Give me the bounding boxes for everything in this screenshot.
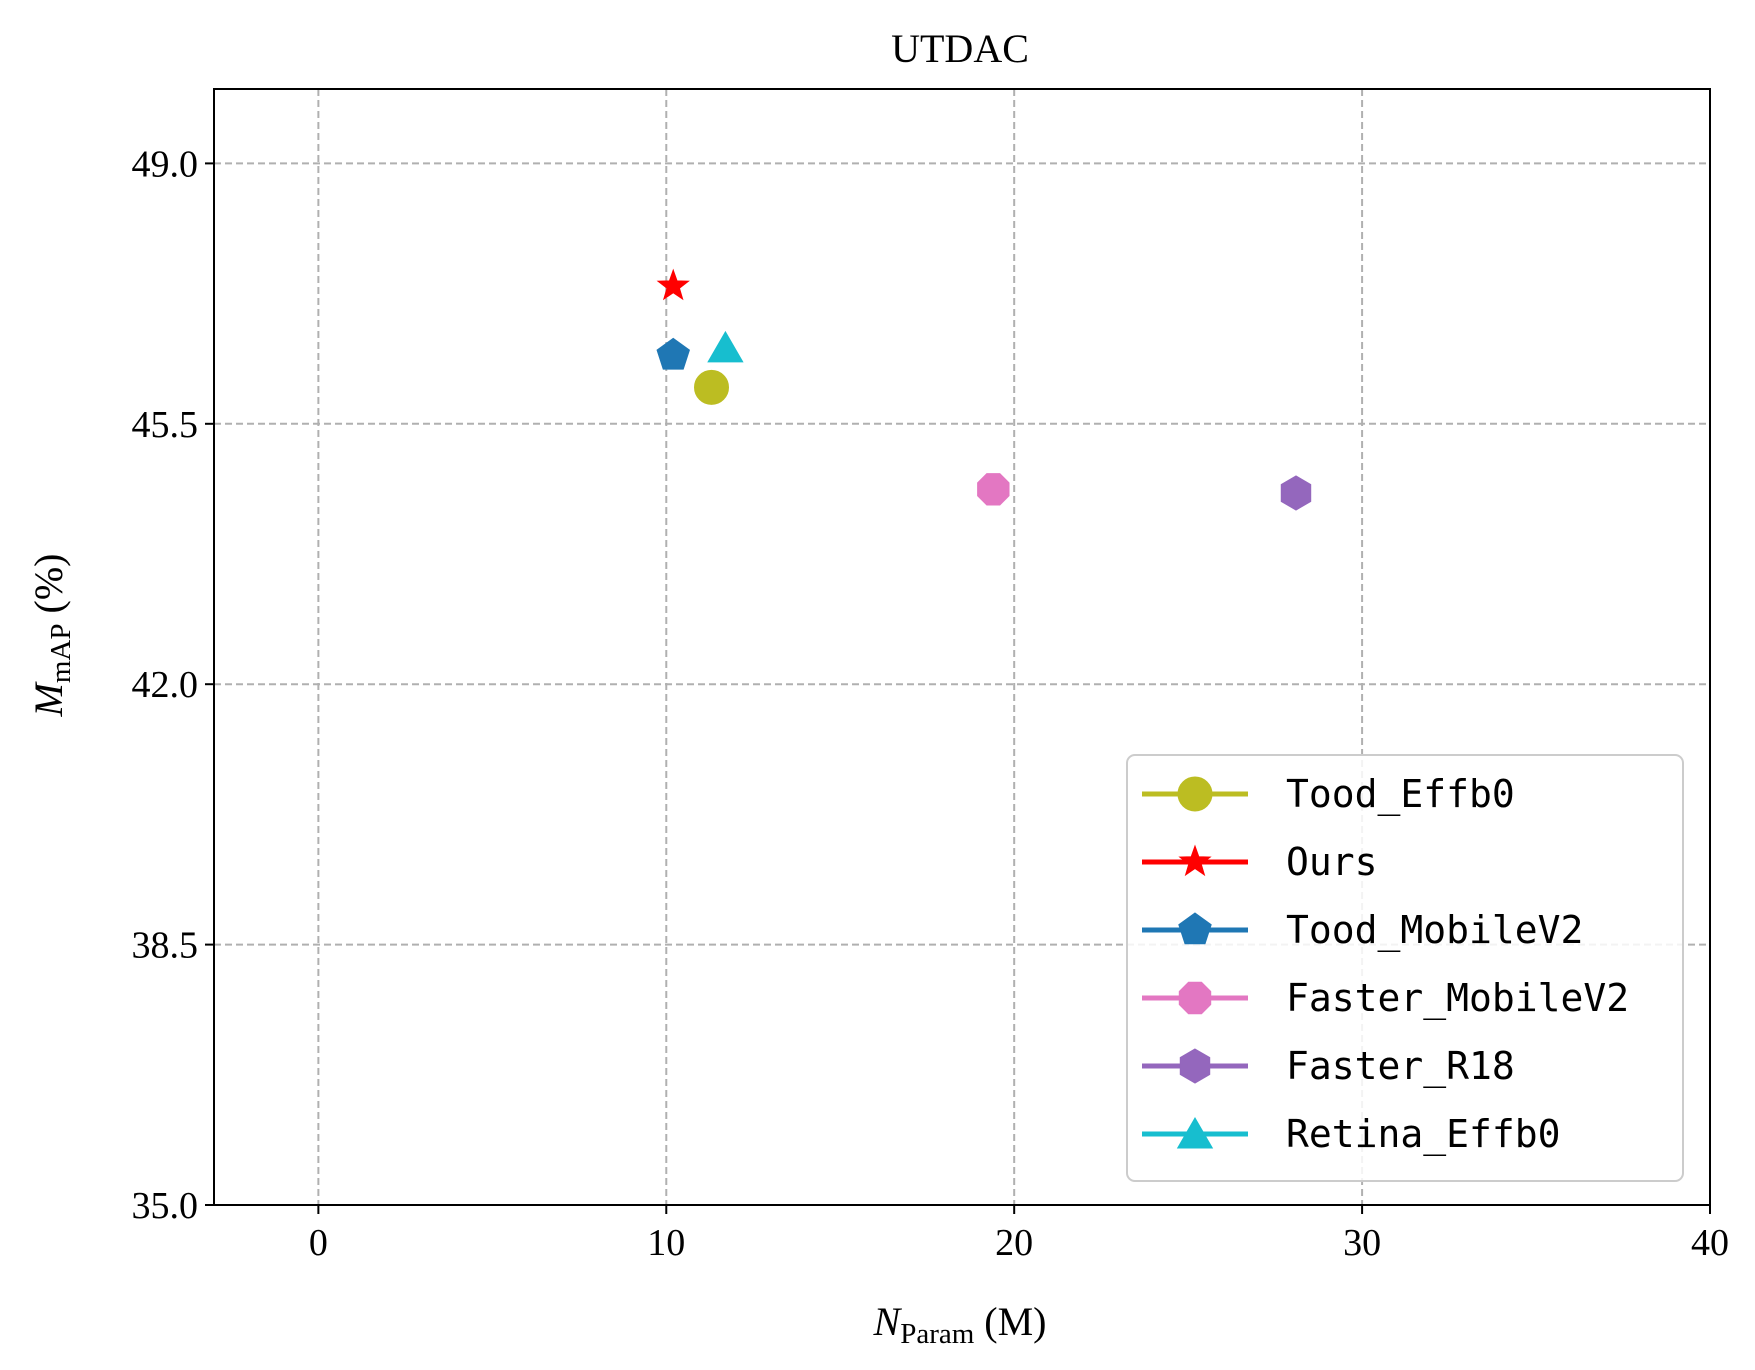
point-faster-r18 bbox=[1280, 475, 1312, 511]
point-retina-effb0 bbox=[707, 330, 744, 363]
x-axis-label-subscript: Param bbox=[900, 1318, 975, 1350]
legend-box bbox=[1126, 754, 1684, 1182]
x-axis-ticks: 0 10 20 30 40 bbox=[309, 1205, 1729, 1264]
legend-item-tood-effb0: Tood_Effb0 bbox=[1142, 772, 1515, 817]
y-axis-label-subscript: mAP bbox=[45, 624, 77, 684]
point-ours bbox=[656, 268, 690, 301]
legend: Tood_Effb0 Ours Tood_MobileV2 Faster_Mobile… bbox=[1126, 754, 1684, 1182]
legend-item-ours: Ours bbox=[1142, 840, 1378, 884]
point-faster-mobilev2 bbox=[977, 473, 1010, 506]
legend-label-ours: Ours bbox=[1286, 840, 1378, 884]
legend-label-retina-effb0: Retina_Effb0 bbox=[1286, 1112, 1561, 1157]
legend-items: Tood_Effb0 Ours Tood_MobileV2 Faster_Mobile… bbox=[1142, 772, 1629, 1157]
x-tick-label: 0 bbox=[309, 1222, 328, 1264]
y-axis-label: MmAP (%) bbox=[26, 554, 77, 718]
legend-marker-retina-effb0 bbox=[1176, 1116, 1214, 1149]
plot-area-frame bbox=[213, 88, 1711, 1206]
legend-item-faster-r18: Faster_R18 bbox=[1142, 1044, 1515, 1089]
y-tick-label: 49.0 bbox=[132, 143, 199, 185]
legend-label-tood-effb0: Tood_Effb0 bbox=[1286, 772, 1515, 817]
legend-item-faster-mobilev2: Faster_MobileV2 bbox=[1142, 976, 1629, 1021]
y-axis-label-main: M bbox=[26, 680, 71, 717]
y-tick-label: 35.0 bbox=[132, 1185, 199, 1227]
legend-item-retina-effb0: Retina_Effb0 bbox=[1142, 1112, 1561, 1157]
legend-marker-faster-r18 bbox=[1179, 1048, 1211, 1084]
legend-marker-tood-mobilev2 bbox=[1178, 912, 1212, 945]
x-axis-label-main: N bbox=[873, 1299, 903, 1344]
legend-label-faster-r18: Faster_R18 bbox=[1286, 1044, 1515, 1089]
y-tick-label: 38.5 bbox=[132, 925, 199, 967]
y-axis-ticks: 35.0 38.5 42.0 45.5 49.0 bbox=[132, 143, 214, 1227]
x-tick-label: 30 bbox=[1343, 1222, 1381, 1264]
legend-marker-faster-mobilev2 bbox=[1178, 981, 1212, 1015]
point-tood-mobilev2 bbox=[656, 337, 690, 370]
data-points bbox=[656, 268, 1312, 511]
legend-label-tood-mobilev2: Tood_MobileV2 bbox=[1286, 908, 1583, 953]
legend-item-tood-mobilev2: Tood_MobileV2 bbox=[1142, 908, 1583, 953]
legend-marker-tood-effb0 bbox=[1177, 776, 1213, 812]
legend-label-faster-mobilev2: Faster_MobileV2 bbox=[1286, 976, 1629, 1021]
chart-title: UTDAC bbox=[891, 26, 1029, 71]
point-tood-effb0 bbox=[694, 369, 730, 405]
x-tick-label: 10 bbox=[647, 1222, 685, 1264]
x-axis-label-suffix: (M) bbox=[974, 1299, 1046, 1344]
y-tick-label: 45.5 bbox=[132, 404, 199, 446]
legend-marker-ours bbox=[1178, 844, 1212, 877]
x-tick-label: 20 bbox=[995, 1222, 1033, 1264]
x-axis-label: NParam (M) bbox=[873, 1299, 1047, 1350]
y-tick-label: 42.0 bbox=[132, 664, 199, 706]
x-tick-label: 40 bbox=[1691, 1222, 1729, 1264]
y-axis-label-suffix: (%) bbox=[26, 554, 71, 624]
